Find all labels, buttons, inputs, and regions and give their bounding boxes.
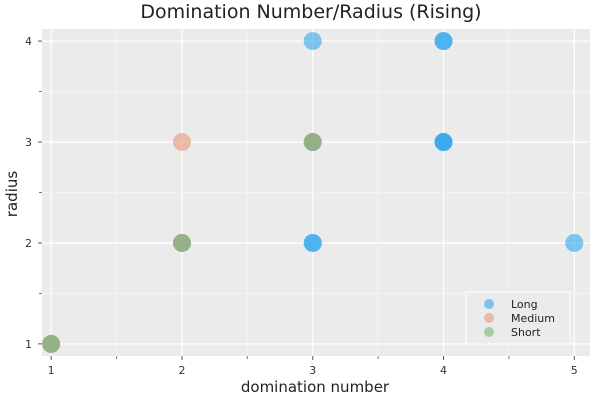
y-tick-label: 4 [25, 35, 32, 48]
legend-marker [484, 313, 494, 323]
data-points [42, 32, 584, 353]
legend-box [465, 291, 571, 345]
data-point-long [434, 32, 453, 51]
y-axis-label: radius [3, 171, 21, 218]
data-point-long [303, 32, 322, 51]
y-tick-label: 2 [25, 237, 32, 250]
data-point-long [434, 133, 453, 152]
legend-label: Medium [511, 312, 555, 325]
data-point-medium [172, 133, 191, 152]
chart-title: Domination Number/Radius (Rising) [140, 1, 481, 23]
legend-marker [484, 327, 494, 337]
x-tick-label: 4 [440, 364, 447, 377]
data-point-short [303, 133, 322, 152]
legend-label: Short [511, 326, 541, 339]
x-tick-label: 1 [48, 364, 55, 377]
legend-label: Long [511, 298, 538, 311]
x-tick-label: 2 [178, 364, 185, 377]
y-tick-label: 1 [25, 338, 32, 351]
data-point-short [42, 334, 61, 353]
y-tick-label: 3 [25, 136, 32, 149]
x-tick-label: 3 [309, 364, 316, 377]
legend-marker [484, 299, 494, 309]
data-point-long [565, 233, 584, 252]
axis-ticks: 1 2 3 4 5 1 2 3 4 [25, 35, 578, 377]
data-point-short [172, 233, 191, 252]
data-point-long [303, 233, 322, 252]
x-tick-label: 5 [571, 364, 578, 377]
x-axis-label: domination number [241, 378, 390, 396]
